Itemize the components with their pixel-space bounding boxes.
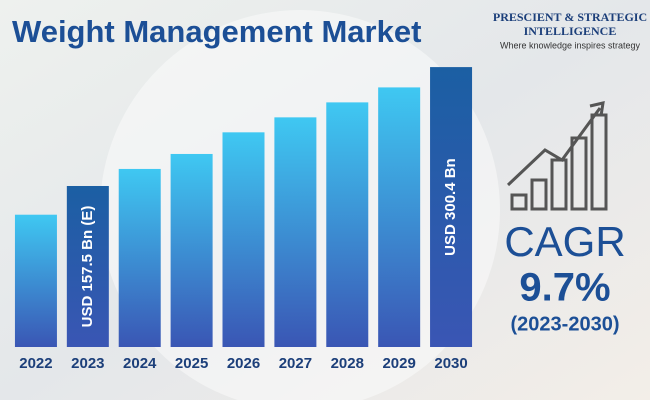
bar xyxy=(118,168,161,347)
value-label: USD 300.4 Bn xyxy=(442,158,459,256)
cagr-value: 9.7% xyxy=(519,266,610,310)
chart-title: Weight Management Market xyxy=(12,14,421,49)
bar xyxy=(430,67,473,347)
bar xyxy=(222,132,265,347)
bar xyxy=(274,117,317,348)
cagr-period: (2023-2030) xyxy=(511,313,620,335)
x-tick-label: 2022 xyxy=(19,355,52,372)
x-tick-label: 2027 xyxy=(279,355,312,372)
brand-tagline: Where knowledge inspires strategy xyxy=(500,40,641,50)
bar xyxy=(326,102,369,347)
x-tick-label: 2030 xyxy=(434,355,467,372)
x-tick-label: 2025 xyxy=(175,355,208,372)
brand-name: INTELLIGENCE xyxy=(524,24,617,38)
bar xyxy=(378,87,421,348)
brand-name: PRESCIENT & STRATEGIC xyxy=(493,10,647,24)
x-tick-label: 2023 xyxy=(71,355,104,372)
x-tick-label: 2028 xyxy=(331,355,364,372)
bar xyxy=(14,214,57,347)
value-label: USD 157.5 Bn (E) xyxy=(79,206,96,328)
x-tick-label: 2029 xyxy=(382,355,415,372)
bar xyxy=(170,153,213,347)
x-tick-label: 2024 xyxy=(123,355,157,372)
cagr-label: CAGR xyxy=(504,218,625,265)
x-tick-label: 2026 xyxy=(227,355,260,372)
growth-icon xyxy=(506,101,608,211)
bar xyxy=(66,185,109,347)
